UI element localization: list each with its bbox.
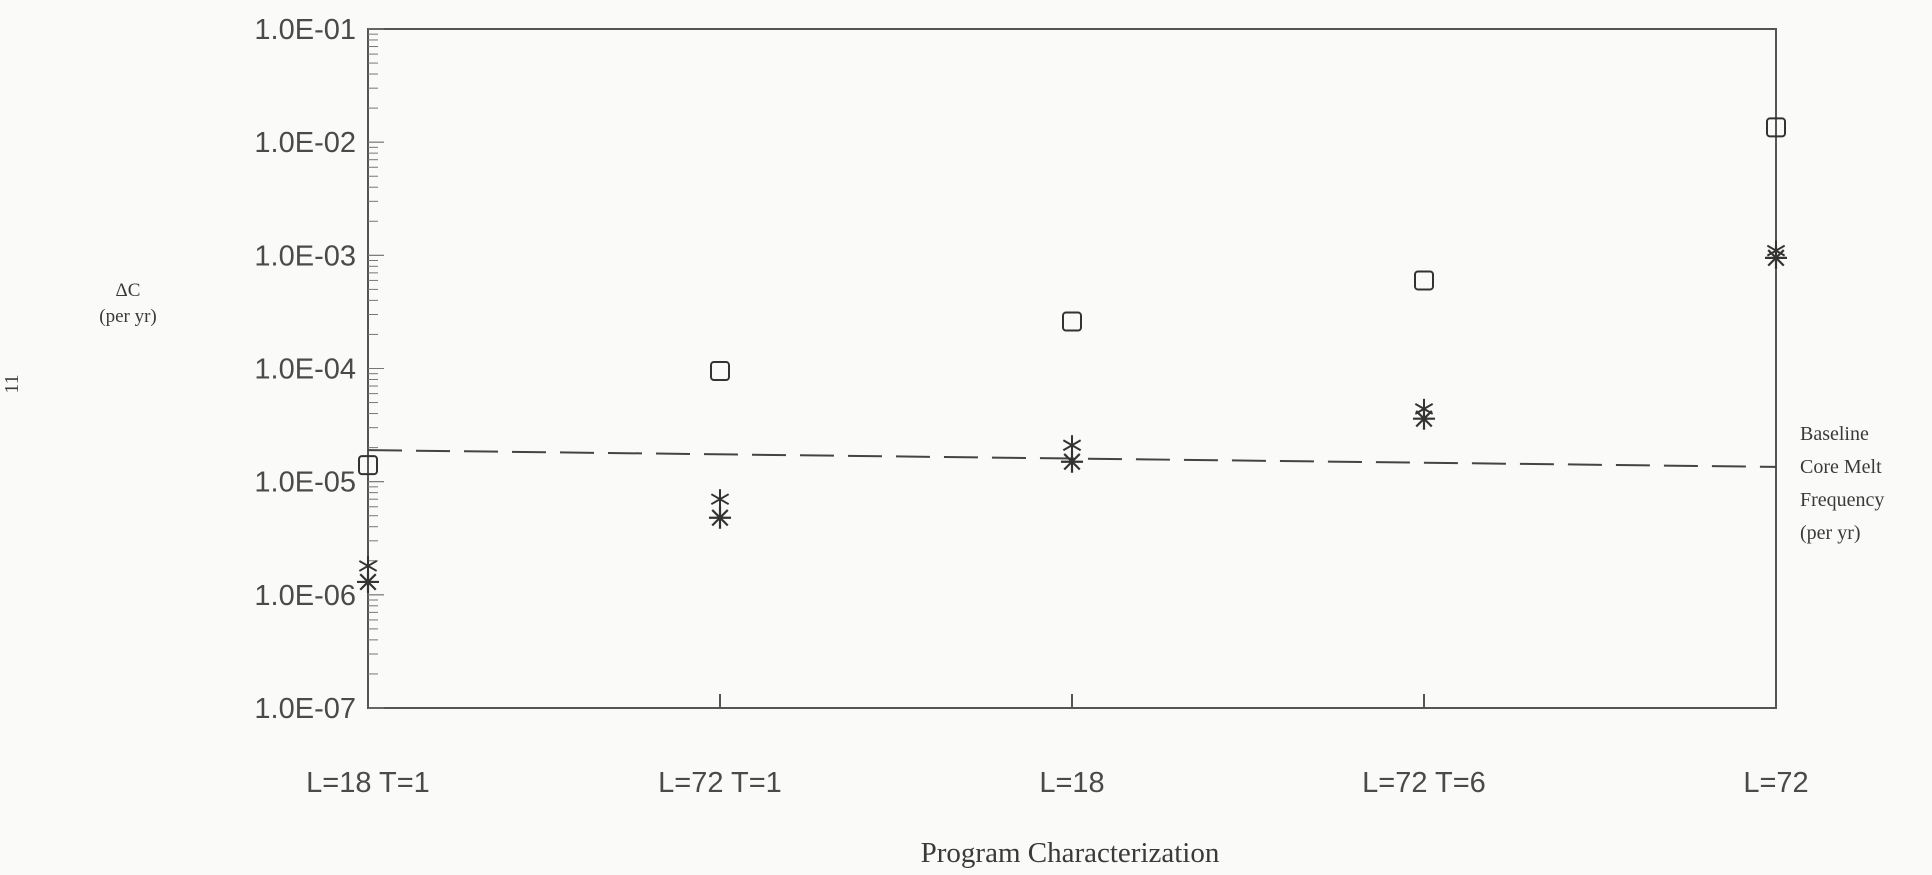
square-marker	[710, 361, 730, 382]
y-tick-label: 1.0E-01	[254, 14, 356, 46]
side-mark: 11	[1, 374, 23, 393]
square-marker	[1062, 311, 1082, 332]
x-tick-label: L=72	[1743, 767, 1808, 799]
baseline-label-line: Baseline	[1800, 423, 1869, 445]
data-points	[357, 117, 1787, 593]
baseline-label: Baseline Core Melt Frequency (per yr)	[1800, 423, 1884, 544]
asterisk-marker	[1765, 246, 1787, 269]
y-tick-label: 1.0E-06	[254, 580, 356, 612]
square-marker	[358, 455, 378, 476]
x-tick-label: L=18	[1039, 767, 1104, 799]
square-marker	[1414, 270, 1434, 291]
y-tick-label: 1.0E-03	[254, 240, 356, 272]
asterisk-marker	[357, 570, 379, 593]
asterisk-marker	[1061, 450, 1083, 473]
y-tick-labels: 1.0E-01 1.0E-02 1.0E-03 1.0E-04 1.0E-05 1.0E-…	[254, 14, 356, 725]
baseline-label-line: Core Melt	[1800, 456, 1882, 478]
y-tick-label: 1.0E-05	[254, 467, 356, 499]
x-tick-label: L=72 T=1	[658, 767, 782, 799]
y-tick-label: 1.0E-02	[254, 127, 356, 159]
square-marker	[1766, 117, 1786, 138]
baseline-label-line: Frequency	[1800, 489, 1884, 511]
x-tick-label: L=18 T=1	[306, 767, 430, 799]
x-axis-title: Program Characterization	[921, 837, 1220, 869]
y-tick-label: 1.0E-04	[254, 354, 356, 386]
baseline-label-line: (per yr)	[1800, 522, 1861, 544]
y-axis-title: ΔC	[116, 280, 141, 301]
y-tick-label: 1.0E-07	[254, 693, 356, 725]
x-tick-label: L=72 T=6	[1362, 767, 1486, 799]
x-tick-labels: L=18 T=1 L=72 T=1 L=18 L=72 T=6 L=72	[306, 767, 1808, 799]
y-minor-ticks	[368, 28, 384, 709]
asterisk-marker	[709, 506, 731, 529]
y-axis-unit: (per yr)	[99, 306, 157, 327]
x-ticks	[367, 694, 1777, 708]
plot-frame	[367, 28, 1777, 709]
asterisk-marker	[1413, 407, 1435, 430]
star-marker	[710, 489, 730, 510]
